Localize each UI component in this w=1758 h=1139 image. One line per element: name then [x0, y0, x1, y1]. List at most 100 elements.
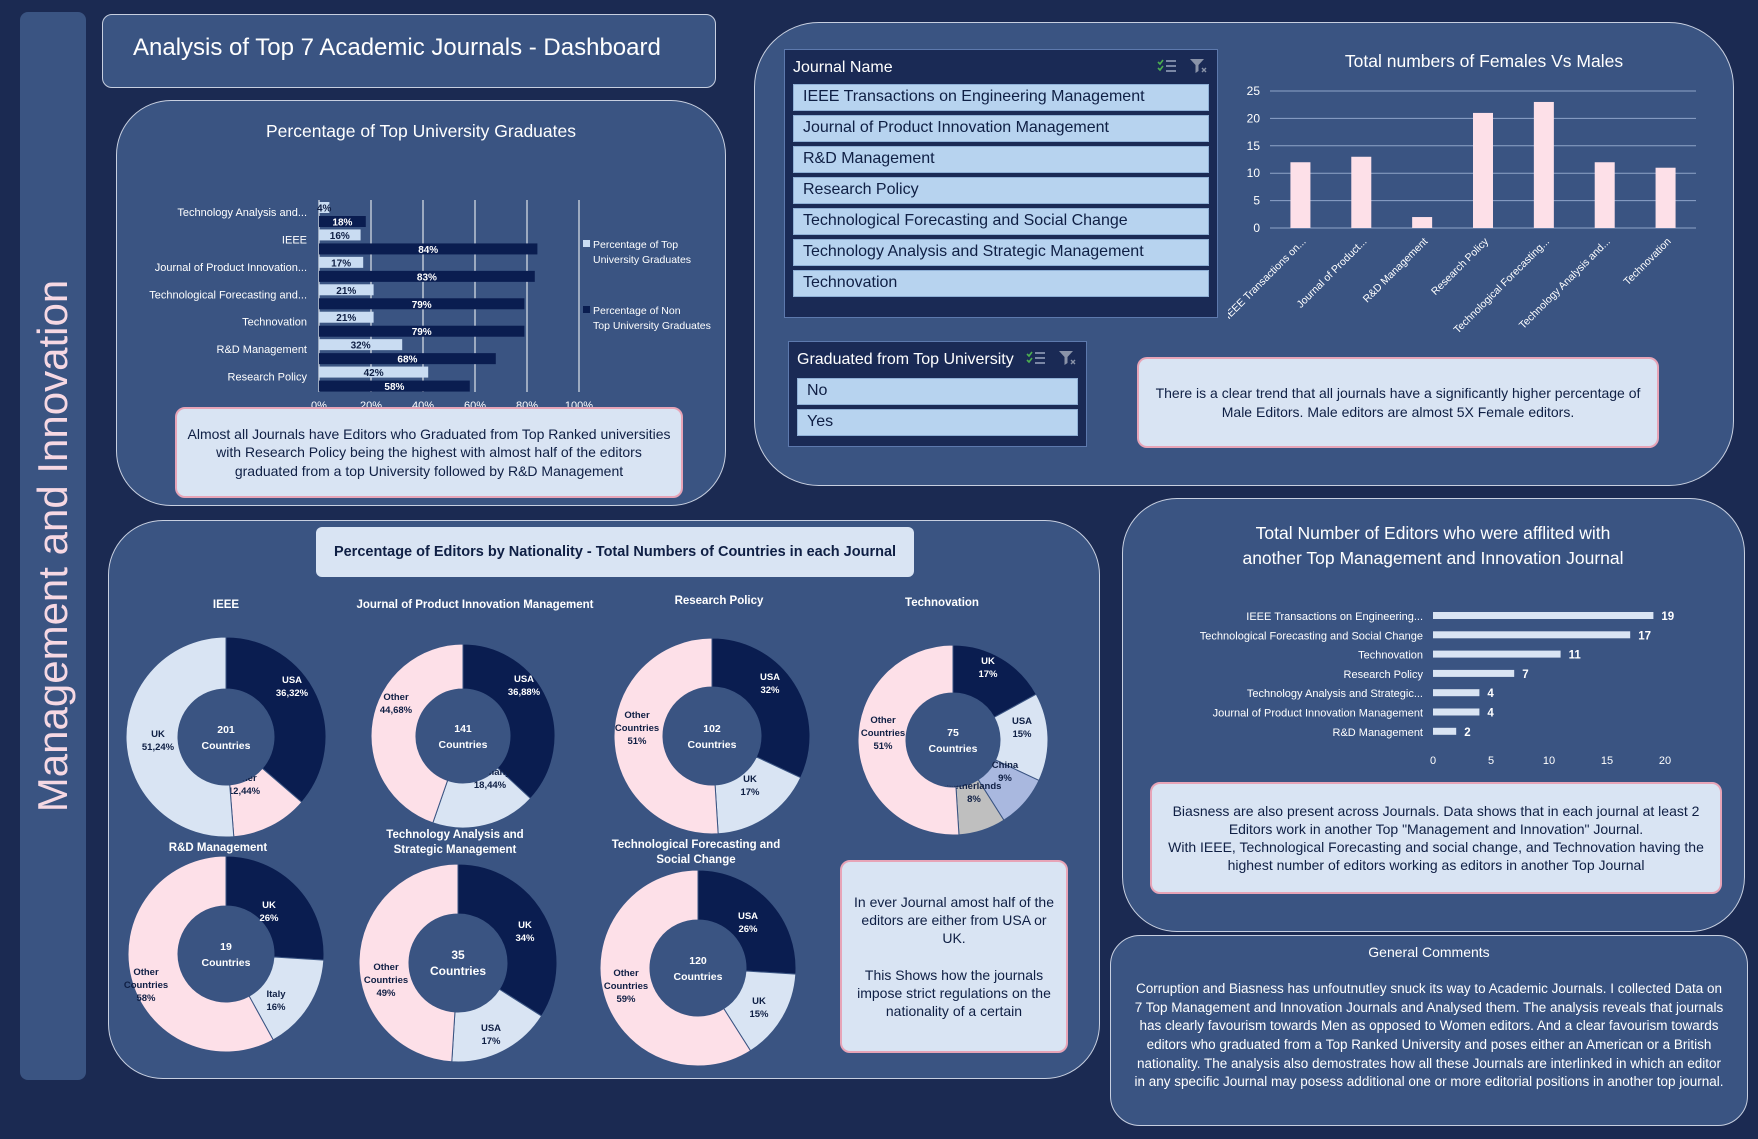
x-tick-label: 0 — [1430, 755, 1436, 767]
sidebar: Management and Innovation — [20, 12, 86, 1080]
donut-center-label: 102 — [703, 723, 721, 735]
data-label: 42% — [364, 368, 384, 379]
affiliated-panel: Total Number of Editors who were afflite… — [1122, 498, 1745, 932]
y-tick-label: Research Policy — [1344, 669, 1424, 681]
slice-label: UK 34% — [515, 920, 535, 944]
data-label: 11 — [1569, 650, 1582, 662]
graduates-panel: Percentage of Top University Graduates 0… — [116, 100, 726, 506]
multi-select-icon[interactable] — [1157, 58, 1177, 74]
slice-label: USA 36,88% — [508, 674, 541, 698]
donut-center-label: 35 — [451, 948, 465, 962]
clear-filter-icon[interactable] — [1189, 58, 1207, 74]
donut-slice — [599, 869, 752, 1067]
slice-label-line: UK — [752, 996, 766, 1007]
bar — [1433, 669, 1515, 677]
donut-hole — [664, 688, 760, 784]
slice-label-line: Other — [624, 710, 650, 721]
slice-label-line: UK — [151, 729, 165, 740]
y-tick-label: R&D Management — [1333, 727, 1424, 739]
slice-label-line: 18,44% — [474, 780, 507, 791]
x-tick-label: 5 — [1488, 755, 1494, 767]
donut-slice — [225, 855, 325, 961]
slice-label-line: Countries — [861, 728, 905, 739]
affiliated-note: Biasness are also present across Journal… — [1150, 782, 1722, 894]
slicer-item[interactable]: Yes — [797, 409, 1078, 436]
slice-label-line: 58% — [136, 993, 156, 1004]
slicer-item[interactable]: Technological Forecasting and Social Cha… — [793, 208, 1209, 235]
bar — [1433, 727, 1457, 735]
slice-label-line: 12,44% — [228, 786, 261, 797]
data-label: 83% — [417, 272, 437, 283]
donut-slice — [225, 636, 327, 803]
donut-title: R&D Management — [168, 842, 268, 854]
slice-label-line: 32% — [760, 685, 780, 696]
legend-label: Percentage of Top University Graduates — [593, 239, 691, 266]
slicer-item[interactable]: R&D Management — [793, 146, 1209, 173]
dashboard-title-box: Analysis of Top 7 Academic Journals - Da… — [102, 14, 716, 88]
slicer-item[interactable]: Technology Analysis and Strategic Manage… — [793, 239, 1209, 266]
y-tick-label: Technology Analysis and... — [177, 207, 307, 219]
donut-center-label: 120 — [689, 955, 707, 967]
y-tick-label: Technological Forecasting and... — [149, 289, 307, 301]
slicer-item[interactable]: Journal of Product Innovation Management — [793, 115, 1209, 142]
slice-label-line: Netherlands — [947, 781, 1002, 792]
data-label: 4 — [1487, 688, 1494, 700]
slice-label: UK 15% — [749, 996, 769, 1020]
slice-label-line: 36,88% — [508, 687, 541, 698]
bar — [319, 270, 535, 282]
slicer-item[interactable]: Technovation — [793, 270, 1209, 297]
bar — [319, 243, 538, 255]
donut-center-label: Countries — [438, 739, 487, 751]
slice-label: USA 32% — [760, 672, 780, 696]
slicer-item[interactable]: IEEE Transactions on Engineering Managem… — [793, 84, 1209, 111]
slicer-item[interactable]: Research Policy — [793, 177, 1209, 204]
y-tick-label: 15 — [1247, 139, 1261, 153]
slice-label: UK 51,24% — [142, 729, 175, 753]
slice-label-line: Countries — [615, 723, 659, 734]
graduated-slicer: Graduated from Top University No Yes — [788, 341, 1087, 447]
slicer-item[interactable]: No — [797, 378, 1078, 405]
bar — [319, 284, 374, 296]
donut-slice — [125, 636, 235, 838]
slice-label-line: 51% — [873, 741, 893, 752]
slice-label-line: 17% — [481, 1036, 501, 1047]
legend-label: Percentage of Non Top University Graduate… — [593, 305, 711, 332]
donut-slice — [370, 643, 464, 824]
slice-label: USA 26% — [738, 911, 758, 935]
data-label: 4% — [317, 204, 332, 215]
slice-label-line: 16% — [266, 1002, 286, 1013]
slice-label-line: UK — [518, 920, 532, 931]
data-label: 19 — [1661, 611, 1674, 623]
data-label: 7 — [1522, 669, 1528, 681]
multi-select-icon[interactable] — [1026, 350, 1046, 366]
data-label: 16% — [330, 231, 350, 242]
slice-label-line: Other — [383, 692, 409, 703]
data-label: 84% — [418, 245, 438, 256]
donut-slice — [857, 644, 960, 836]
clear-filter-icon[interactable] — [1058, 350, 1076, 366]
slice-label-line: 8% — [967, 794, 981, 805]
donut-center-label: Countries — [673, 971, 722, 983]
nationality-chart-title: Percentage of Editors by Nationality - T… — [333, 544, 897, 560]
bar — [1433, 650, 1561, 658]
slice-label-line: 17% — [978, 669, 998, 680]
slice-label-line: 34% — [515, 933, 535, 944]
y-tick-label: 25 — [1247, 84, 1261, 98]
slice-label-line: Other — [613, 968, 639, 979]
slice-label: Other Countries 59% — [604, 968, 648, 1005]
slice-label-line: Other — [133, 967, 159, 978]
bar — [1594, 162, 1615, 228]
slice-label-line: 17% — [740, 787, 760, 798]
y-tick-label: Technological Forecasting and Social Cha… — [1200, 630, 1423, 642]
donut-slice — [457, 863, 558, 1017]
slice-label-line: USA — [282, 675, 302, 686]
donut-center-label: Countries — [928, 743, 977, 755]
donut-center-label: Countries — [430, 964, 486, 978]
graduated-slicer-header: Graduated from Top University — [797, 351, 1014, 368]
y-tick-label: Journal of Product Innovation Management — [1213, 708, 1423, 720]
nationality-title-box: Percentage of Editors by Nationality - T… — [316, 527, 914, 577]
data-label: 2 — [1464, 727, 1470, 739]
slice-label-line: 26% — [738, 924, 758, 935]
